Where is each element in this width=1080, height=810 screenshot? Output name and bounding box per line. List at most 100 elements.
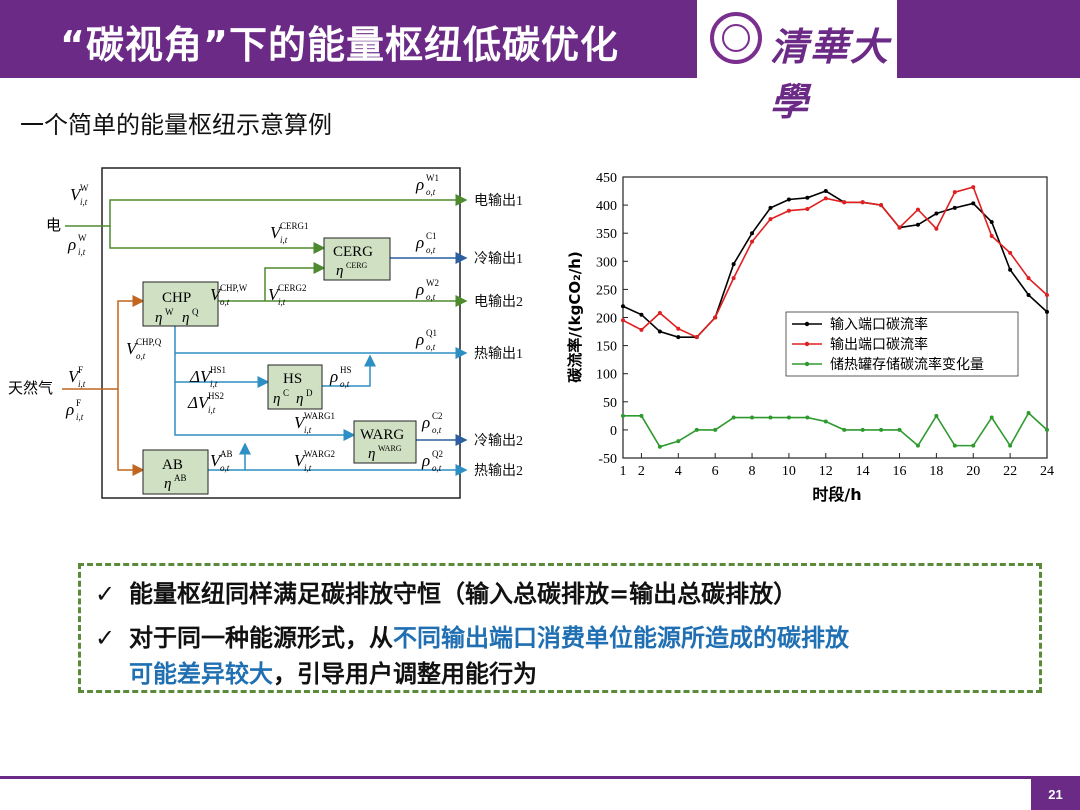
symbol-v-warg1: V WARG1 i,t xyxy=(294,411,335,435)
symbol-base: V xyxy=(294,451,307,470)
series-1-point xyxy=(1008,267,1013,272)
output-label-5: 冷输出2 xyxy=(474,433,523,449)
series-1-point xyxy=(786,197,791,202)
symbol-base: ρ xyxy=(415,280,424,299)
series-1-point xyxy=(1026,293,1031,298)
symbol-sub: i,t xyxy=(76,412,84,422)
symbol-rho-oq2: ρ Q2 o,t xyxy=(421,449,443,473)
symbol-sub: i,t xyxy=(278,297,286,307)
series-2-point xyxy=(768,217,773,222)
series-1-point xyxy=(1045,309,1049,314)
svg-text:D: D xyxy=(306,388,313,398)
symbol-rho-ow1: ρ W1 o,t xyxy=(415,173,439,197)
series-2-point xyxy=(786,208,791,213)
symbol-sup: C2 xyxy=(432,411,443,421)
x-tick-label: 1 xyxy=(620,464,627,479)
series-2-point xyxy=(842,200,847,205)
legend-marker xyxy=(804,341,810,347)
symbol-v-warg2: V WARG2 i,t xyxy=(294,449,335,473)
symbol-rho-iw: ρ Wi,t xyxy=(67,233,87,257)
symbol-sub: i,t xyxy=(208,405,216,415)
series-line-1 xyxy=(622,190,1048,338)
series-3-point xyxy=(713,427,718,432)
y-tick-label: 400 xyxy=(596,199,617,214)
series-3-point xyxy=(786,415,791,420)
symbol-sup: F xyxy=(76,398,81,408)
series-3-point xyxy=(823,419,828,424)
symbol-v-chpw: V CHP,W o,t xyxy=(210,283,248,307)
series-line-3 xyxy=(623,411,1048,448)
series-1-point xyxy=(676,335,681,340)
symbol-sup: F xyxy=(78,365,83,375)
symbol-sub: o,t xyxy=(432,425,442,435)
series-2-point xyxy=(934,226,939,231)
output-label-6: 热输出2 xyxy=(474,463,523,479)
page-title: “碳视角”下的能量枢纽低碳优化 xyxy=(60,23,619,67)
conclusion-box: ✓ 能量枢纽同样满足碳排放守恒（输入总碳排放=输出总碳排放） ✓ 对于同一种能源形式… xyxy=(78,563,1042,693)
series-2-point xyxy=(989,234,994,239)
logo-wordmark: 清華大學 xyxy=(770,24,891,124)
y-tick-label: 50 xyxy=(603,396,617,411)
conclusion-point-2: ✓ 对于同一种能源形式，从不同输出端口消费单位能源所造成的碳排放 xyxy=(95,624,849,652)
symbol-sup: CERG2 xyxy=(278,283,307,293)
series-2-point xyxy=(897,225,902,230)
symbol-base: V xyxy=(210,285,223,304)
symbol-base: ρ xyxy=(415,330,424,349)
series-3-point xyxy=(971,443,976,448)
symbol-base: ρ xyxy=(67,235,76,254)
warg-box: WARG η WARG xyxy=(353,420,417,464)
symbol-sup: HS xyxy=(340,365,352,375)
symbol-v-ab: V AB o,t xyxy=(210,449,233,473)
symbol-sup: W1 xyxy=(426,173,439,183)
symbol-base: ΔV xyxy=(187,393,211,412)
conclusion-point-1: ✓ 能量枢纽同样满足碳排放守恒（输入总碳排放=输出总碳排放） xyxy=(95,580,798,608)
symbol-dv-hs2: ΔV HS2 i,t xyxy=(187,391,224,415)
input-gas-label: 天然气 xyxy=(8,379,53,397)
symbol-base: V xyxy=(294,413,307,432)
x-tick-label: 2 xyxy=(638,464,645,479)
symbol-sup: W xyxy=(78,233,87,243)
y-tick-label: 450 xyxy=(596,171,617,186)
series-1-point xyxy=(971,201,976,206)
series-2-point xyxy=(676,326,681,331)
chart-xlabel: 时段/h xyxy=(812,485,861,504)
series-2-point xyxy=(639,327,644,332)
symbol-rho-ohs: ρ HS o,t xyxy=(329,365,352,389)
warg-label: WARG xyxy=(360,427,404,443)
series-1-point xyxy=(989,219,994,224)
series-2-point xyxy=(805,207,810,212)
output-label-3: 电输出2 xyxy=(474,294,523,310)
hs-box: HS η C η D xyxy=(267,364,323,410)
y-tick-label: 100 xyxy=(596,368,617,383)
symbol-sub: i,t xyxy=(304,425,312,435)
series-2-point xyxy=(971,185,976,190)
y-tick-label: 250 xyxy=(596,283,617,298)
symbol-rho-oq1: ρ Q1 o,t xyxy=(415,328,437,352)
series-2-point xyxy=(621,318,625,323)
y-tick-label: 350 xyxy=(596,227,617,242)
symbol-sub: o,t xyxy=(426,292,436,302)
series-2-point xyxy=(823,196,828,201)
series-1-point xyxy=(657,329,662,334)
conclusion-point-2-cont: 可能差异较大，引导用户调整用能行为 xyxy=(129,660,537,688)
series-3-point xyxy=(731,415,736,420)
svg-text:C: C xyxy=(283,388,289,398)
symbol-rho-oc1: ρ C1 o,t xyxy=(415,231,437,255)
series-3-point xyxy=(676,439,681,444)
symbol-sub: o,t xyxy=(432,463,442,473)
symbol-rho-oc2: ρ C2 o,t xyxy=(421,411,443,435)
series-3-point xyxy=(657,444,662,449)
symbol-rho-ow2: ρ W2 o,t xyxy=(415,278,439,302)
symbol-sub: o,t xyxy=(220,463,230,473)
svg-text:Q: Q xyxy=(192,307,199,317)
series-3-point xyxy=(842,427,847,432)
series-1-point xyxy=(823,189,828,194)
series-1-point xyxy=(750,231,755,236)
series-1-point xyxy=(934,211,939,216)
symbol-sub: i,t xyxy=(280,235,288,245)
svg-text:η: η xyxy=(182,310,189,326)
series-2-point xyxy=(750,239,755,244)
series-2-point xyxy=(657,311,662,316)
symbol-sub: o,t xyxy=(426,342,436,352)
